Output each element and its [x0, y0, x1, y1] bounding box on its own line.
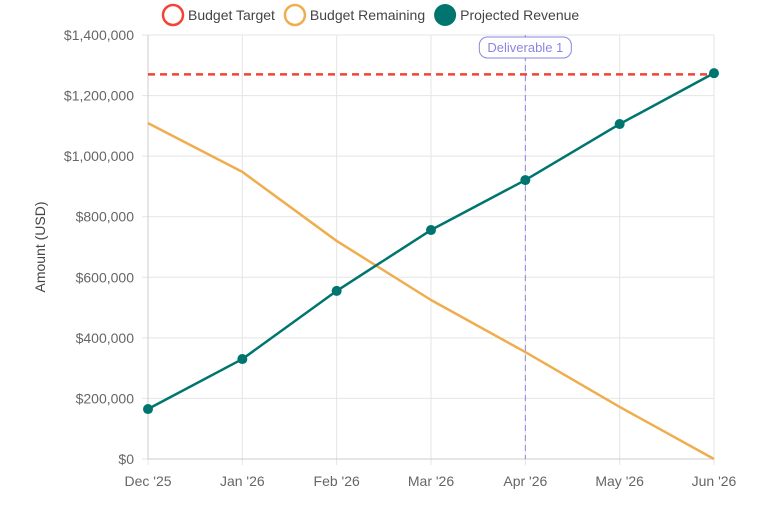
legend-marker-icon — [434, 4, 457, 26]
y-tick-label: $0 — [118, 451, 134, 467]
y-tick-label: $800,000 — [76, 209, 135, 225]
grid — [142, 34, 715, 465]
x-tick-label: Jan '26 — [220, 473, 265, 489]
data-point — [614, 119, 625, 130]
budget-remaining-line — [147, 122, 715, 461]
x-tick-label: Dec '25 — [124, 473, 171, 489]
legend-label: Budget Remaining — [310, 7, 425, 23]
y-axis-label: Amount (USD) — [32, 201, 48, 292]
legend-label: Budget Target — [188, 7, 275, 23]
legend[interactable]: Budget Target Budget Remaining Projected R… — [161, 3, 579, 27]
data-point — [143, 404, 153, 415]
annotation-label: Deliverable 1 — [487, 40, 563, 55]
data-point — [331, 285, 342, 296]
x-tick-label: Feb '26 — [314, 473, 360, 489]
series — [143, 68, 719, 461]
x-tick-label: Mar '26 — [408, 473, 454, 489]
legend-marker-icon — [283, 3, 307, 27]
data-point — [426, 225, 436, 236]
data-point — [520, 175, 531, 186]
y-tick-label: $1,200,000 — [64, 88, 134, 104]
y-tick-label: $600,000 — [76, 269, 135, 285]
data-point — [237, 354, 248, 365]
y-tick-label: $200,000 — [76, 390, 135, 406]
annotations: Deliverable 1 — [478, 35, 572, 459]
x-tick-label: Apr '26 — [503, 473, 547, 489]
x-tick-label: Jun '26 — [692, 473, 737, 489]
y-tick-label: $1,400,000 — [64, 27, 134, 43]
data-point — [709, 68, 719, 79]
legend-marker-icon — [161, 3, 185, 27]
legend-label: Projected Revenue — [460, 7, 579, 23]
y-axis: $0 $200,000 $400,000 $600,000 $800,000 $1,000… — [64, 27, 134, 467]
annotation-box — [478, 36, 572, 59]
y-tick-label: $1,000,000 — [64, 148, 134, 164]
x-axis: Dec '25 Jan '26 Feb '26 Mar '26 Apr '26 May '… — [124, 473, 736, 489]
x-tick-label: May '26 — [595, 473, 644, 489]
y-tick-label: $400,000 — [76, 330, 135, 346]
